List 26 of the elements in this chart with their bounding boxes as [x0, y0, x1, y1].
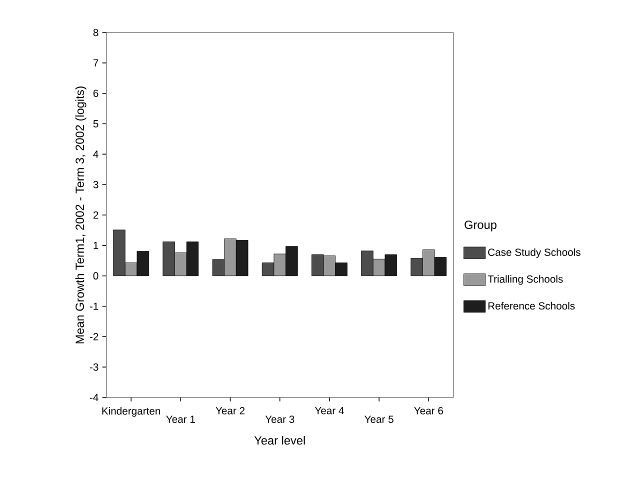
- y-axis-title: Mean Growth Term1, 2002 - Term 3, 2002 (logits): [75, 86, 86, 344]
- x-tick-label: Year 6: [414, 407, 443, 414]
- y-tick-label: 7: [93, 59, 98, 66]
- y-tick-label: -3: [90, 363, 98, 371]
- y-tick-label: 1: [94, 242, 98, 249]
- x-tick-label: Year 5: [364, 416, 394, 423]
- legend-label: Reference Schools: [488, 302, 575, 310]
- legend-label: Trialling Schools: [488, 275, 563, 285]
- x-tick-label: Kindergarten: [102, 407, 160, 417]
- y-tick-label: 5: [93, 120, 98, 128]
- y-tick-label: -1: [90, 302, 98, 310]
- y-tick-label: 2: [93, 211, 98, 219]
- x-tick-label: Year 3: [265, 416, 294, 423]
- x-tick-label: Year 4: [314, 407, 344, 414]
- y-tick-label: 8: [93, 28, 98, 36]
- x-tick-label: Year 1: [166, 416, 195, 423]
- y-tick-label: 0: [93, 272, 98, 280]
- x-tick-label: Year 2: [216, 407, 245, 414]
- y-tick-label: 6: [93, 90, 98, 98]
- y-tick-label: -4: [90, 394, 98, 402]
- y-tick-label: -2: [90, 333, 98, 340]
- legend-title: Group: [464, 220, 496, 232]
- y-tick-label: 3: [93, 180, 98, 188]
- x-axis-title: Year level: [254, 436, 305, 445]
- legend-label: Case Study Schools: [488, 248, 580, 258]
- y-tick-label: 4: [93, 150, 98, 158]
